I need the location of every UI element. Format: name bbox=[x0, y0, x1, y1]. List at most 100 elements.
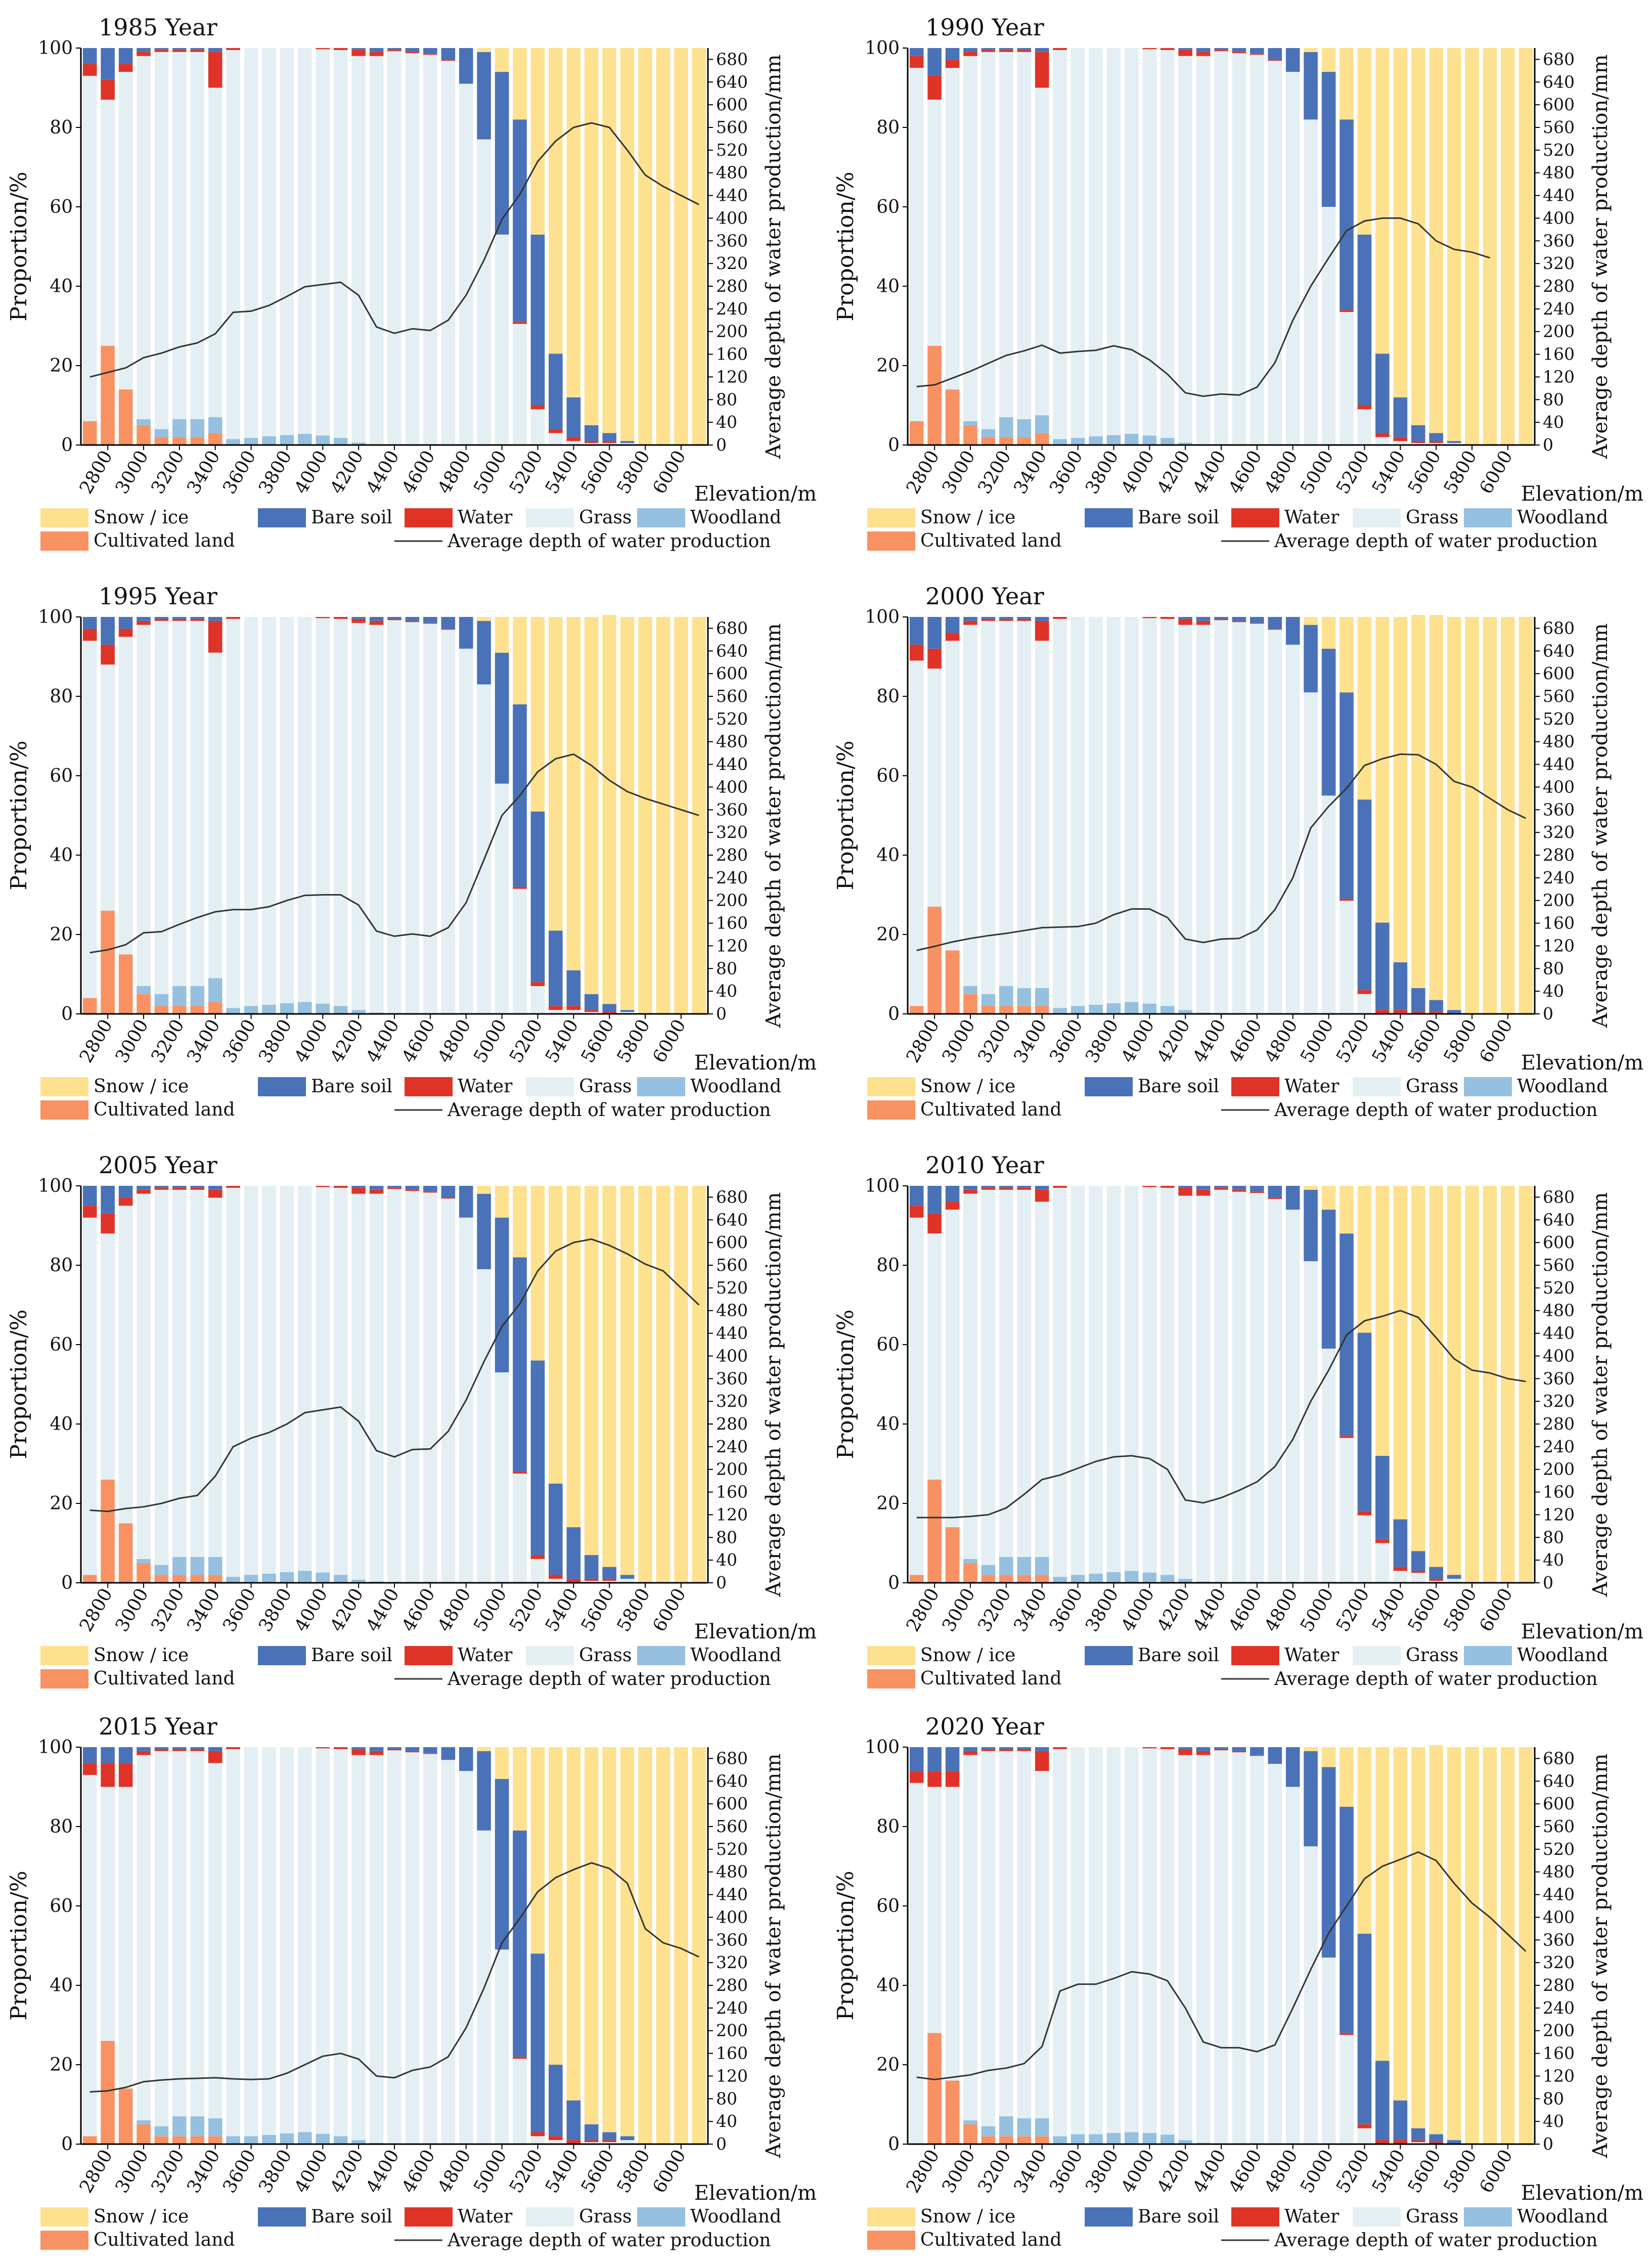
bar-bare-soil bbox=[190, 48, 205, 50]
bar-bare-soil bbox=[1035, 1747, 1049, 1751]
legend-bare-soil-swatch bbox=[1085, 2207, 1133, 2227]
bar-snow-ice bbox=[602, 1186, 616, 1567]
bar-bare-soil bbox=[602, 2132, 616, 2141]
bar-bare-soil bbox=[495, 1778, 509, 1950]
bar-snow-ice bbox=[584, 1747, 599, 2124]
legend-water-depth-label: Average depth of water production bbox=[1274, 1669, 1597, 1689]
bar-woodland bbox=[333, 1575, 348, 1583]
bar-bare-soil bbox=[1340, 692, 1354, 899]
bar-water bbox=[1196, 1189, 1211, 1196]
left-tick-label: 80 bbox=[50, 1816, 73, 1837]
bar-grassland bbox=[459, 83, 473, 446]
panel-title: 2000 Year bbox=[925, 583, 1044, 610]
x-tick-label: 5200 bbox=[506, 447, 547, 498]
bar-grassland bbox=[262, 617, 276, 1005]
right-tick-label: 240 bbox=[716, 1998, 748, 2018]
bar-water bbox=[226, 1186, 240, 1188]
legend-snow-ice-swatch bbox=[867, 1646, 915, 1665]
bar-cultivated bbox=[101, 345, 115, 446]
bar-bare-soil bbox=[101, 617, 115, 645]
bar-grassland bbox=[549, 1010, 563, 1014]
left-tick-label: 100 bbox=[865, 607, 900, 628]
bar-bare-soil bbox=[1250, 1747, 1264, 1755]
bar-bare-soil bbox=[584, 2124, 599, 2141]
bar-bare-soil bbox=[620, 1575, 635, 1579]
bar-bare-soil bbox=[1357, 234, 1372, 406]
right-tick-label: 120 bbox=[716, 1504, 748, 1524]
bar-snow-ice bbox=[1465, 48, 1479, 445]
y-axis-label-right: Average depth of water production/mm bbox=[1589, 624, 1612, 1029]
y-axis-label-left: Proportion/% bbox=[6, 1871, 32, 2020]
bar-water bbox=[226, 1747, 240, 1749]
bar-grassland bbox=[584, 2142, 599, 2144]
bar-grassland bbox=[963, 1193, 977, 1559]
panel-title: 1995 Year bbox=[99, 583, 217, 610]
legend-bare-soil-swatch bbox=[1085, 1077, 1133, 1096]
bar-cultivated bbox=[981, 437, 996, 445]
bar-bare-soil bbox=[1429, 433, 1443, 441]
bar-bare-soil bbox=[1232, 1747, 1246, 1751]
bar-cultivated bbox=[945, 1527, 960, 1583]
bar-grassland bbox=[101, 100, 115, 346]
bar-grassland bbox=[1089, 1186, 1103, 1574]
bar-snow-ice bbox=[1501, 617, 1515, 1014]
bar-woodland bbox=[1178, 2140, 1192, 2144]
bar-water bbox=[513, 1472, 527, 1474]
bar-water bbox=[1053, 617, 1067, 619]
left-tick-label: 0 bbox=[61, 2134, 73, 2155]
bar-snow-ice bbox=[1357, 1747, 1372, 1934]
legend-woodland-swatch bbox=[1464, 1077, 1512, 1096]
bar-snow-ice bbox=[1304, 48, 1318, 52]
bar-woodland bbox=[351, 442, 366, 445]
right-tick-label: 40 bbox=[716, 981, 737, 1001]
legend-cultivated-land-label: Cultivated land bbox=[94, 2230, 235, 2250]
right-tick-label: 240 bbox=[716, 1437, 748, 1456]
bar-water bbox=[1411, 1571, 1425, 1573]
bar-grassland bbox=[137, 1755, 151, 2120]
bar-snow-ice bbox=[1483, 1747, 1497, 2144]
right-tick-label: 80 bbox=[1543, 958, 1564, 978]
bar-cultivated bbox=[981, 2136, 996, 2144]
right-tick-label: 0 bbox=[1543, 2134, 1553, 2154]
x-tick-label: 4400 bbox=[1189, 1016, 1230, 1066]
bar-grassland bbox=[1232, 622, 1246, 1014]
left-tick-label: 100 bbox=[865, 1176, 900, 1196]
legend-bare-soil-swatch bbox=[258, 1646, 306, 1665]
bar-grassland bbox=[530, 986, 545, 1014]
legend-grass-land-swatch bbox=[1353, 508, 1401, 527]
bar-snow-ice bbox=[549, 48, 563, 354]
bar-woodland bbox=[1142, 2133, 1157, 2144]
bar-snow-ice bbox=[1501, 1186, 1515, 1583]
right-tick-label: 320 bbox=[1543, 822, 1575, 842]
left-tick-label: 80 bbox=[50, 117, 73, 138]
bar-grassland bbox=[477, 1269, 491, 1583]
bar-snow-ice bbox=[1393, 1186, 1408, 1520]
x-tick-label: 4400 bbox=[1189, 2146, 1230, 2197]
bar-grassland bbox=[154, 1189, 169, 1565]
bar-grassland bbox=[927, 1233, 942, 1480]
left-tick-label: 40 bbox=[50, 1414, 73, 1435]
x-tick-label: 4000 bbox=[1118, 447, 1158, 498]
bar-grassland bbox=[441, 61, 456, 446]
legend-grass-land-swatch bbox=[1353, 1077, 1401, 1096]
bar-woodland bbox=[981, 994, 996, 1006]
x-tick-label: 5200 bbox=[1332, 447, 1373, 498]
legend-bare-soil-label: Bare soil bbox=[311, 507, 392, 528]
x-tick-label: 2800 bbox=[903, 447, 944, 498]
right-tick-label: 400 bbox=[1543, 1346, 1575, 1365]
bar-woodland bbox=[208, 417, 222, 433]
bar-woodland bbox=[172, 1557, 187, 1575]
bar-snow-ice bbox=[1429, 1745, 1443, 2134]
bar-water bbox=[118, 1763, 133, 1787]
bar-water bbox=[513, 2057, 527, 2059]
bar-grassland bbox=[530, 1559, 545, 1583]
left-tick-label: 20 bbox=[876, 1493, 900, 1514]
right-tick-label: 560 bbox=[716, 1816, 748, 1836]
bar-bare-soil bbox=[1035, 48, 1049, 52]
bar-snow-ice bbox=[530, 617, 545, 812]
bar-snow-ice bbox=[530, 48, 545, 235]
bar-grassland bbox=[316, 618, 330, 1004]
bar-bare-soil bbox=[351, 1186, 366, 1188]
right-tick-label: 600 bbox=[1543, 663, 1575, 683]
bar-cultivated bbox=[137, 425, 151, 446]
